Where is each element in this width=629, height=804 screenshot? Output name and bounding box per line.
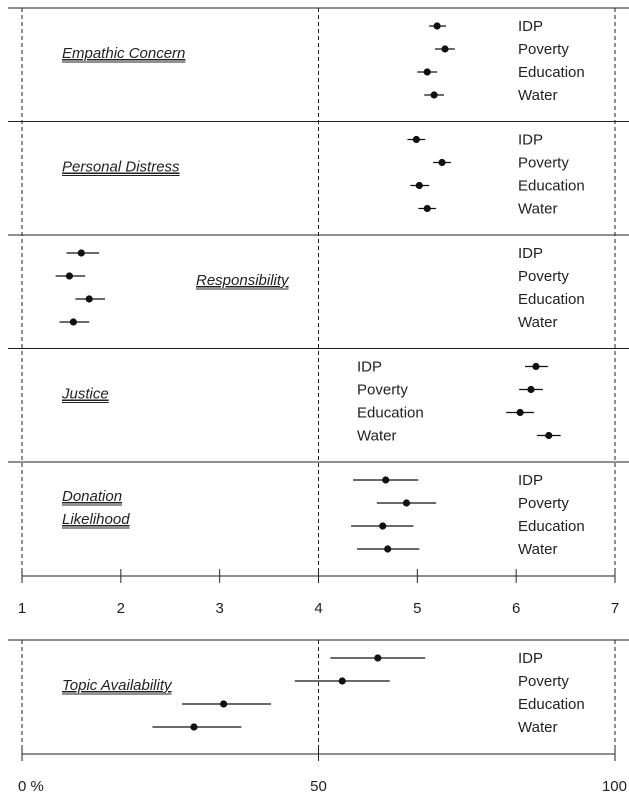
series-label: IDP [518,18,543,35]
panel-title: Responsibility [196,272,290,289]
series-label: Water [518,314,557,331]
panel-frames [8,7,629,641]
panel-title: Empathic Concern [62,45,185,62]
data-point [527,385,535,394]
data-point [220,700,228,708]
data-point [190,723,198,731]
text-labels: Empathic Concern IDP Poverty Education Water… [61,18,585,736]
data-point [69,318,77,326]
x-tick-label: 50 [310,778,327,795]
series-label: Water [518,719,557,736]
panel-title: Personal Distress [62,159,180,176]
x-tick-label: 100 [602,778,627,795]
data-point [423,68,431,76]
series-label: Poverty [518,41,569,58]
data-point [516,408,524,417]
series-label: Education [518,291,585,308]
data-point [374,654,382,662]
series-label: Water [357,428,396,445]
series-label: Water [518,201,557,218]
series-label: Education [518,696,585,713]
series-label: IDP [518,472,543,489]
data-point [412,135,420,144]
x-tick-label: 2 [117,600,125,617]
x-tick-label: 3 [215,600,223,617]
reference-lines [21,8,616,754]
series-label: Education [518,64,585,81]
x-tick-label: 6 [512,600,520,617]
series-label: Education [357,405,424,422]
data-point [532,362,540,371]
data-point [77,249,85,257]
data-point [85,295,93,303]
data-point [415,181,423,190]
panel-title: Donation [62,488,122,505]
data-point [430,91,438,99]
x-tick-label: 5 [413,600,421,617]
panel-title: Likelihood [62,511,130,528]
data-point [65,272,74,280]
data-point [423,204,431,213]
data-point [402,499,411,507]
series-label: IDP [357,359,382,376]
data-point [433,22,441,30]
x-axes: 1 2 3 4 5 6 7 0 % 50 100 [18,569,627,795]
series-label: Education [518,518,585,535]
x-tick-label: 4 [314,600,322,617]
series-label: Poverty [518,495,569,512]
data-point [379,522,387,530]
series-label: Water [518,87,557,104]
data-point [382,476,390,484]
data-point [545,431,553,440]
data-point [441,45,449,53]
panel-title: Justice [61,386,109,403]
data-point [384,545,392,553]
series-label: Poverty [357,382,408,399]
series-label: IDP [518,132,543,149]
x-tick-label: 0 % [18,778,44,795]
x-tick-label: 7 [611,600,619,617]
series-label: Poverty [518,268,569,285]
series-label: Education [518,178,585,195]
data-marks [55,22,561,731]
data-point [338,677,346,685]
data-point [438,158,446,167]
series-label: IDP [518,245,543,262]
panel-title: Topic Availability [62,677,173,694]
series-label: Poverty [518,673,569,690]
x-tick-label: 1 [18,600,26,617]
series-label: Poverty [518,155,569,172]
series-label: IDP [518,650,543,667]
series-label: Water [518,541,557,558]
